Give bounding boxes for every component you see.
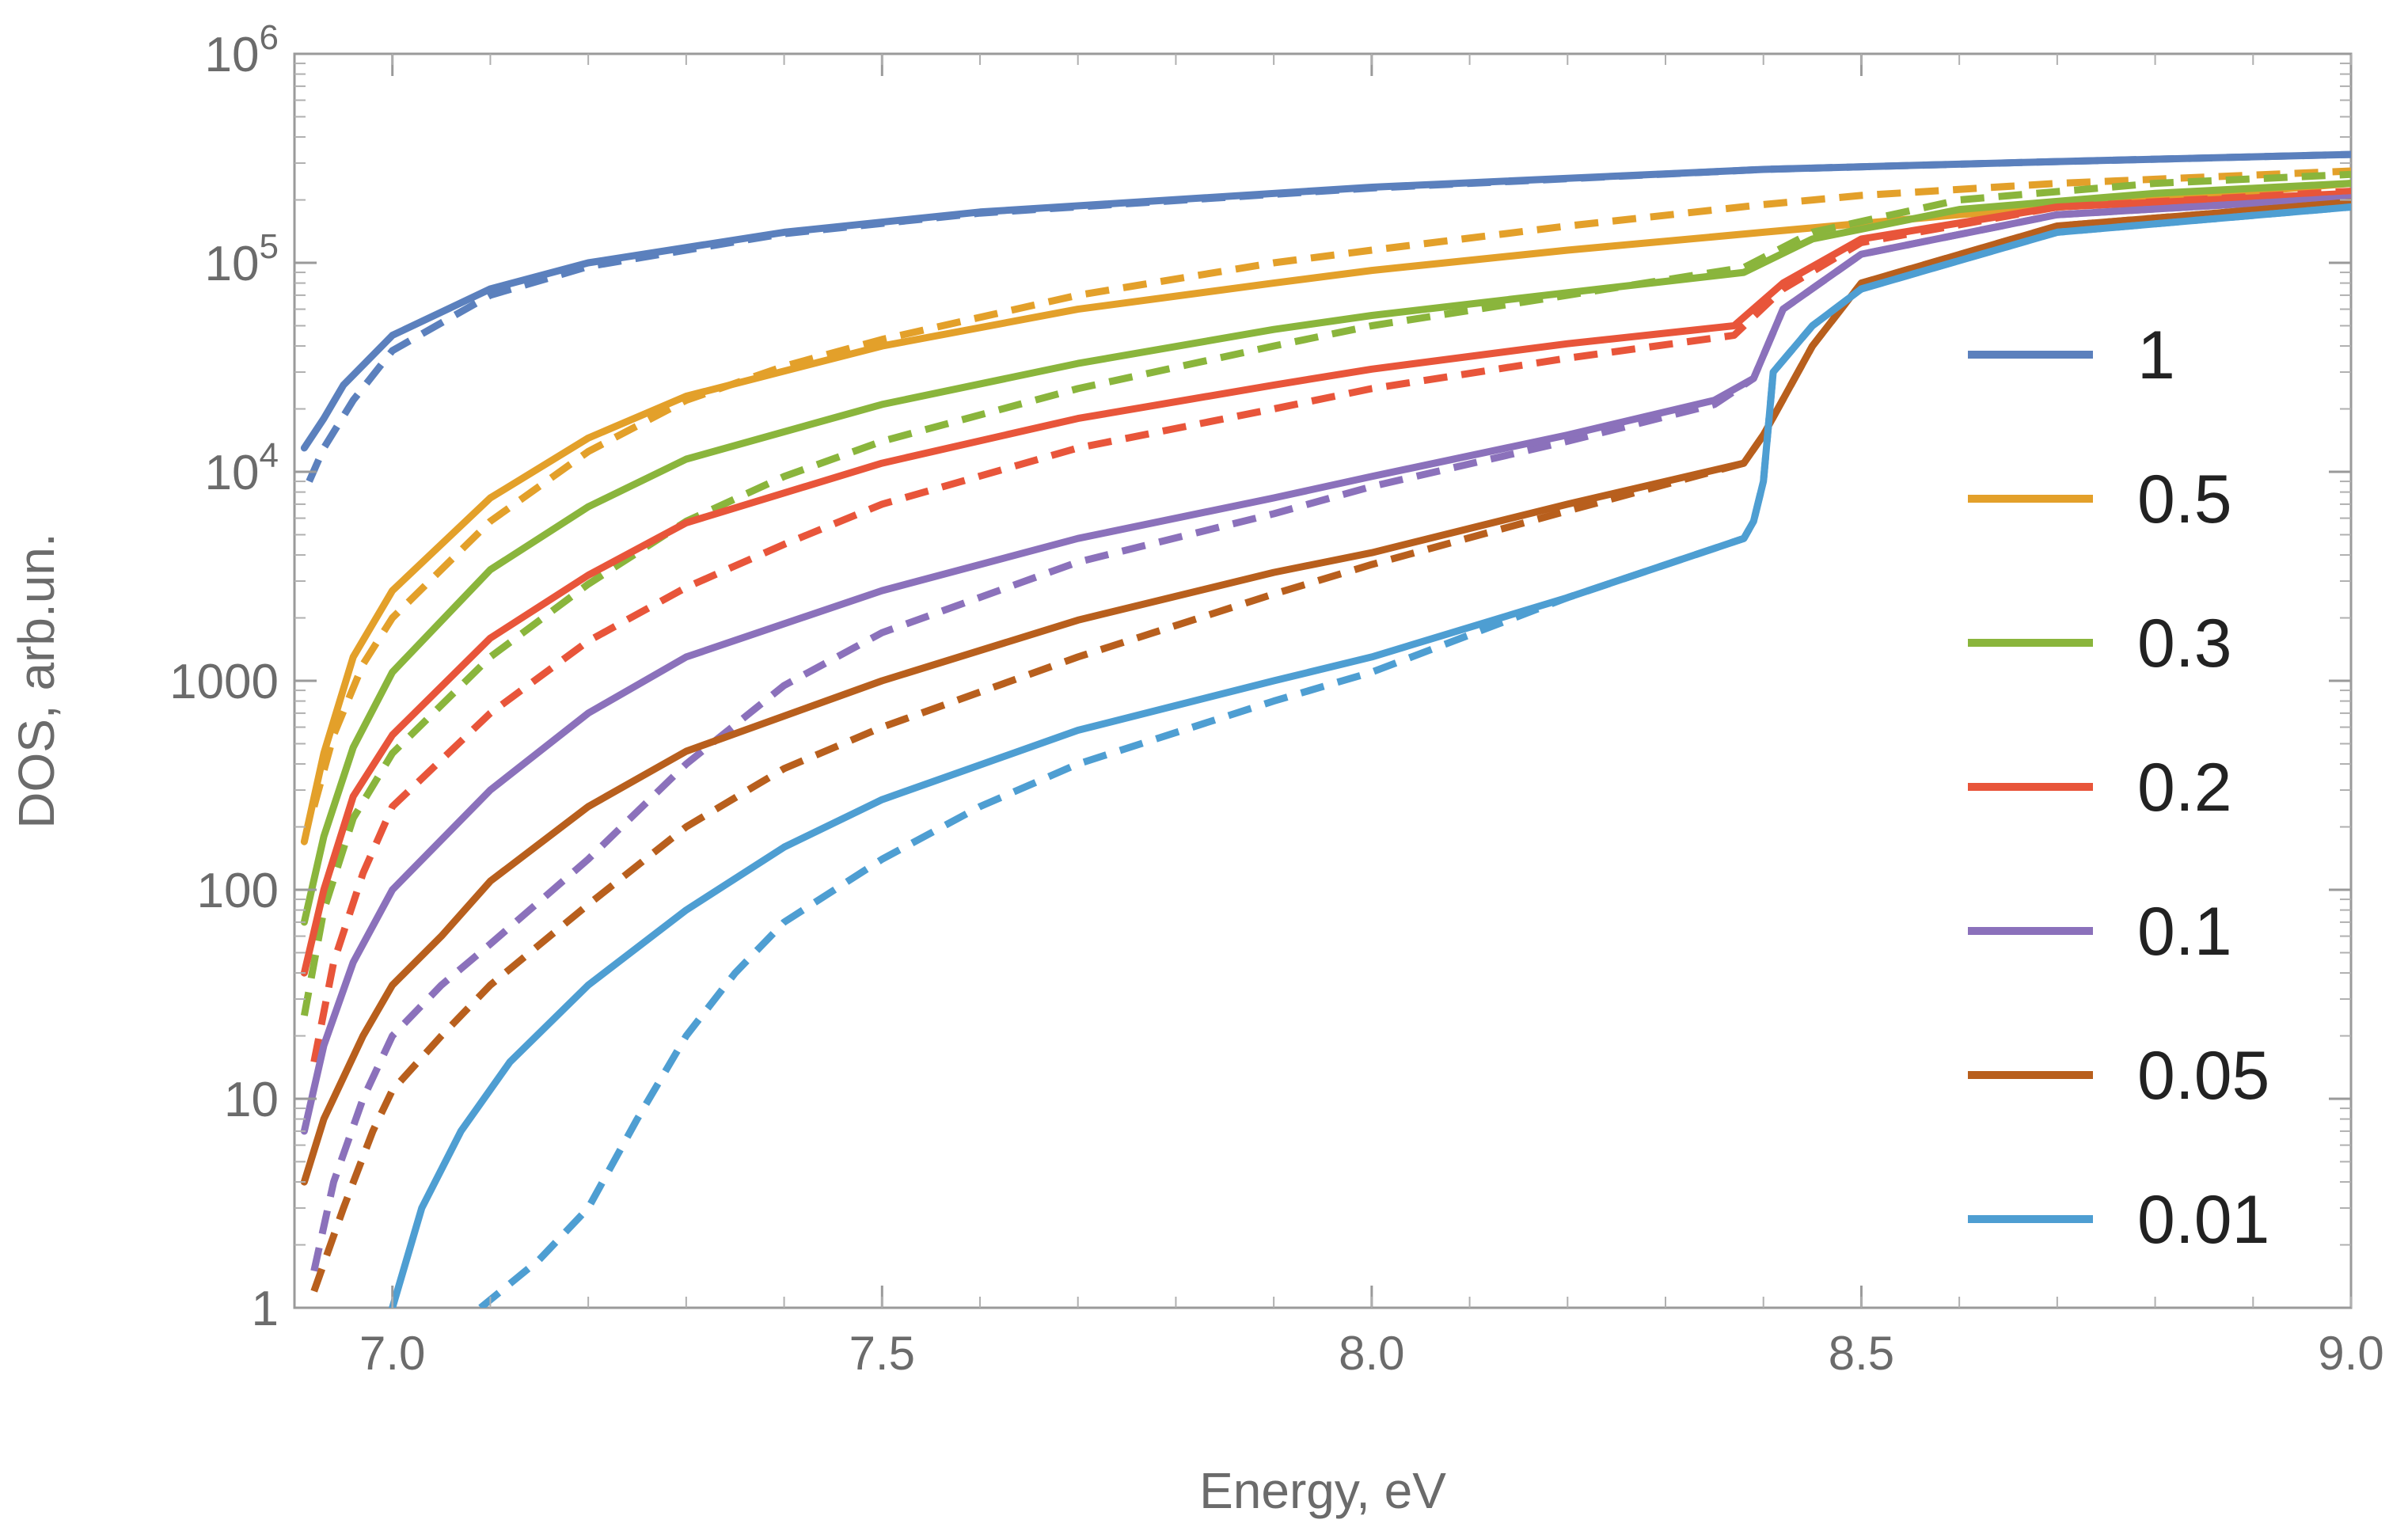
x-axis-title: Energy, eV	[1199, 1462, 1446, 1519]
plot-frame	[293, 52, 2353, 1309]
series-solid-0.05	[300, 198, 2351, 1186]
series-solid-0.3	[300, 180, 2351, 926]
series-solid-0.01	[389, 203, 2351, 1308]
y-tick-base: 10	[224, 1073, 279, 1127]
legend-label: 0.1	[2137, 894, 2232, 970]
x-tick-label: 9.0	[2318, 1327, 2383, 1380]
y-tick-label: 1000	[169, 655, 279, 709]
legend-label: 0.5	[2137, 462, 2232, 538]
series-solid-0.5	[300, 180, 2351, 845]
series-dashed-0.5	[310, 167, 2351, 808]
legend-label: 1	[2137, 317, 2175, 393]
y-tick-label: 104	[205, 436, 279, 500]
legend-label: 0.01	[2137, 1182, 2269, 1258]
series-solid-0.1	[300, 194, 2351, 1135]
series-dashed-0.2	[310, 188, 2351, 1063]
y-tick-base: 10	[205, 237, 260, 291]
y-tick-exponent: 6	[260, 18, 279, 57]
series-layer	[300, 150, 2351, 1308]
legend-label: 0.05	[2137, 1038, 2269, 1114]
series-dashed-0.05	[310, 198, 2351, 1293]
y-tick-base: 1	[252, 1282, 279, 1336]
y-tick-label: 105	[205, 227, 279, 291]
y-tick-base: 10	[205, 446, 260, 500]
x-tick-label: 8.0	[1339, 1327, 1404, 1380]
series-dashed-0.3	[300, 170, 2351, 1016]
x-ticks: 7.0 7.5 8.0 8.5 9.0	[359, 54, 2384, 1380]
legend: 1 0.5 0.3 0.2 0.1 0.05 0.01	[1968, 317, 2269, 1258]
series-dashed-0.01	[478, 203, 2351, 1308]
series-solid-0.2	[300, 189, 2351, 977]
series-solid-1	[300, 150, 2351, 452]
legend-label: 0.3	[2137, 606, 2232, 682]
y-tick-base: 10	[205, 28, 260, 82]
y-tick-base: 100	[197, 864, 279, 918]
y-tick-label: 1	[252, 1282, 279, 1336]
y-tick-base: 1000	[169, 655, 279, 709]
legend-label: 0.2	[2137, 750, 2232, 826]
series-dashed-0.1	[310, 194, 2351, 1272]
y-tick-exponent: 5	[260, 227, 279, 266]
y-tick-label: 10	[224, 1073, 279, 1127]
x-tick-label: 7.5	[849, 1327, 915, 1380]
x-tick-label: 8.5	[1829, 1327, 1894, 1380]
y-tick-label: 100	[197, 864, 279, 918]
y-axis-title: DOS, arb.un.	[8, 533, 65, 829]
y-tick-exponent: 4	[260, 436, 279, 475]
y-tick-label: 106	[205, 18, 279, 82]
x-tick-label: 7.0	[359, 1327, 425, 1380]
